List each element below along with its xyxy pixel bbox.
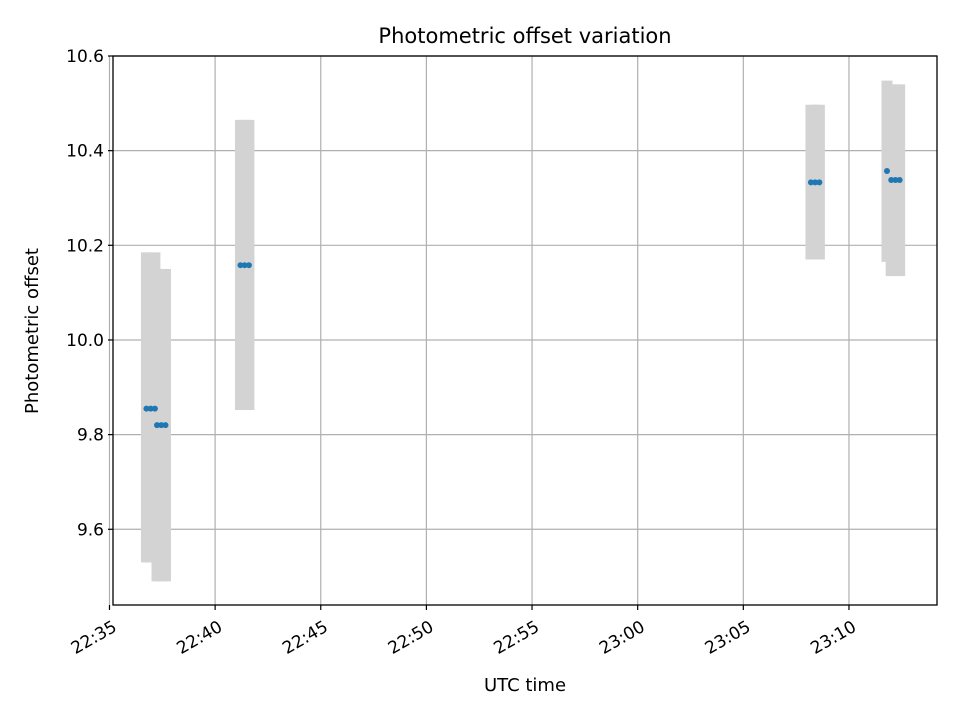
data-point (892, 176, 899, 183)
error-band-layer (140, 80, 906, 582)
plot-frame (112, 55, 938, 606)
y-tick-label: 10.4 (66, 142, 104, 162)
x-tick-label: 22:50 (385, 617, 437, 659)
chart-title: Photometric offset variation (378, 24, 671, 48)
x-tick-label: 22:40 (174, 617, 226, 659)
data-point (816, 179, 823, 186)
data-point (154, 422, 161, 429)
x-tick-label: 23:10 (807, 617, 859, 659)
data-point (896, 176, 903, 183)
data-point (245, 262, 252, 269)
x-tick-label: 23:00 (596, 617, 648, 659)
x-axis-label: UTC time (484, 675, 566, 696)
data-point (158, 422, 165, 429)
y-tick-label: 10.2 (66, 236, 104, 256)
data-point (883, 168, 890, 175)
y-tick-label: 10.6 (66, 47, 104, 67)
y-tick-label: 9.6 (77, 520, 104, 540)
y-tick-label: 10.0 (66, 331, 104, 351)
y-tick-label: 9.8 (77, 426, 104, 446)
data-point (151, 405, 158, 412)
y-axis-label: Photometric offset (22, 248, 43, 414)
x-tick-label: 23:05 (702, 617, 754, 659)
x-tick-label: 22:45 (279, 617, 331, 659)
data-point-layer (143, 168, 903, 429)
data-point (241, 262, 248, 269)
data-point (237, 262, 244, 269)
x-tick-label: 22:55 (490, 617, 542, 659)
data-point (162, 422, 169, 429)
data-point (812, 179, 819, 186)
data-point (147, 405, 154, 412)
data-point (143, 405, 150, 412)
x-tick-label: 22:35 (68, 617, 120, 659)
tick-layer: 22:35 22:40 22:45 22:50 22:55 23:00 23:05 23:10… (66, 47, 860, 659)
data-point (807, 179, 814, 186)
data-point (888, 176, 895, 183)
